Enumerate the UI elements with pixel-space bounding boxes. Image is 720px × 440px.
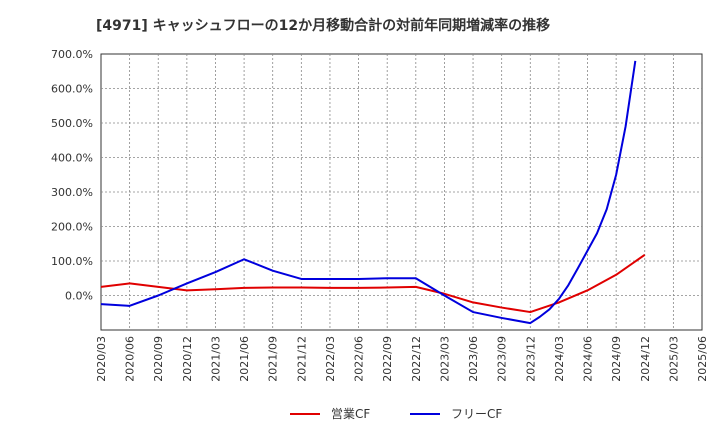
- x-tick-label: 2024/12: [639, 336, 652, 382]
- x-tick-label: 2022/09: [381, 336, 394, 382]
- x-tick-label: 2024/03: [553, 336, 566, 382]
- y-tick-label: 200.0%: [51, 221, 93, 234]
- y-tick-label: 0.0%: [65, 290, 93, 303]
- x-tick-label: 2023/06: [467, 336, 480, 382]
- x-tick-label: 2025/03: [667, 336, 680, 382]
- x-tick-label: 2020/09: [152, 336, 165, 382]
- x-tick-label: 2020/03: [95, 336, 108, 382]
- x-tick-label: 2021/12: [295, 336, 308, 382]
- x-tick-label: 2022/06: [353, 336, 366, 382]
- series-lines: [100, 60, 646, 325]
- y-axis: 0.0% 100.0% 200.0% 300.0% 400.0% 500.0% 600.0%…: [51, 48, 93, 303]
- x-tick-label: 2023/03: [438, 336, 451, 382]
- x-tick-label: 2021/09: [267, 336, 280, 382]
- x-tick-label: 2025/06: [696, 336, 709, 382]
- x-tick-label: 2022/03: [324, 336, 337, 382]
- x-tick-label: 2020/12: [181, 336, 194, 382]
- y-tick-label: 700.0%: [51, 48, 93, 61]
- y-tick-label: 500.0%: [51, 117, 93, 130]
- legend-label-operating-cf: 営業CF: [331, 407, 370, 421]
- series-line-free-cf: [100, 60, 637, 325]
- x-tick-label: 2021/03: [209, 336, 222, 382]
- x-tick-label: 2024/09: [610, 336, 623, 382]
- y-tick-label: 300.0%: [51, 186, 93, 199]
- y-tick-label: 600.0%: [51, 83, 93, 96]
- x-tick-label: 2024/06: [582, 336, 595, 382]
- x-axis: 2020/03 2020/06 2020/09 2020/12 2021/03 2021/…: [95, 336, 709, 382]
- y-tick-label: 400.0%: [51, 152, 93, 165]
- chart-title: [4971] キャッシュフローの12か月移動合計の対前年同期増減率の推移: [96, 17, 550, 34]
- x-tick-label: 2023/09: [496, 336, 509, 382]
- y-tick-label: 100.0%: [51, 255, 93, 268]
- x-tick-label: 2022/12: [410, 336, 423, 382]
- legend: 営業CF フリーCF: [290, 407, 502, 421]
- x-tick-label: 2023/12: [524, 336, 537, 382]
- x-tick-label: 2020/06: [124, 336, 137, 382]
- x-tick-label: 2021/06: [238, 336, 251, 382]
- legend-label-free-cf: フリーCF: [451, 407, 502, 421]
